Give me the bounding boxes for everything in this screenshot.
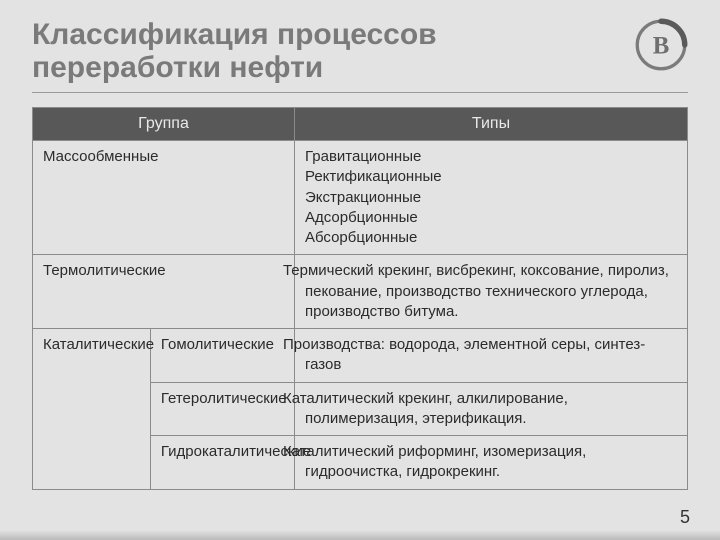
cell-types: Каталитический крекинг, алкилирование, п… xyxy=(294,382,687,436)
types-line: Гравитационные xyxy=(305,147,677,167)
divider xyxy=(32,92,688,93)
title-row: Классификация процессов переработки нефт… xyxy=(32,18,688,84)
cell-subgroup: Гетеролитические xyxy=(150,382,294,436)
classification-table: Группа Типы Массообменные Гравитационные… xyxy=(32,107,688,490)
cell-types: Производства: водорода, элементной серы,… xyxy=(294,329,687,383)
cell-group: Каталитические xyxy=(33,329,151,490)
types-line: Экстракционные xyxy=(305,188,677,208)
page-title: Классификация процессов переработки нефт… xyxy=(32,18,622,84)
types-list: Гравитационные Ректификационные Экстракц… xyxy=(305,147,677,248)
slide: Классификация процессов переработки нефт… xyxy=(0,0,720,540)
types-line: Ректификационные xyxy=(305,167,677,187)
svg-text:B: B xyxy=(653,33,670,60)
table-row: Термолитические Термический крекинг, вис… xyxy=(33,255,688,329)
cell-types: Термический крекинг, висбрекинг, коксова… xyxy=(294,255,687,329)
cell-subgroup: Гомолитические xyxy=(150,329,294,383)
cell-group: Массообменные xyxy=(33,141,295,255)
bottom-shadow xyxy=(0,530,720,540)
cell-types: Гравитационные Ректификационные Экстракц… xyxy=(294,141,687,255)
types-line: Абсорбционные xyxy=(305,228,677,248)
col-header-types: Типы xyxy=(294,108,687,141)
logo-icon: B xyxy=(634,18,688,72)
types-line: Адсорбционные xyxy=(305,208,677,228)
cell-subgroup: Гидрокаталитические xyxy=(150,436,294,490)
table-row: Каталитические Гомолитические Производст… xyxy=(33,329,688,383)
col-header-group: Группа xyxy=(33,108,295,141)
cell-types: Каталитический риформинг, изомеризация, … xyxy=(294,436,687,490)
table-header-row: Группа Типы xyxy=(33,108,688,141)
page-number: 5 xyxy=(680,507,690,528)
table-row: Массообменные Гравитационные Ректификаци… xyxy=(33,141,688,255)
cell-group: Термолитические xyxy=(33,255,295,329)
